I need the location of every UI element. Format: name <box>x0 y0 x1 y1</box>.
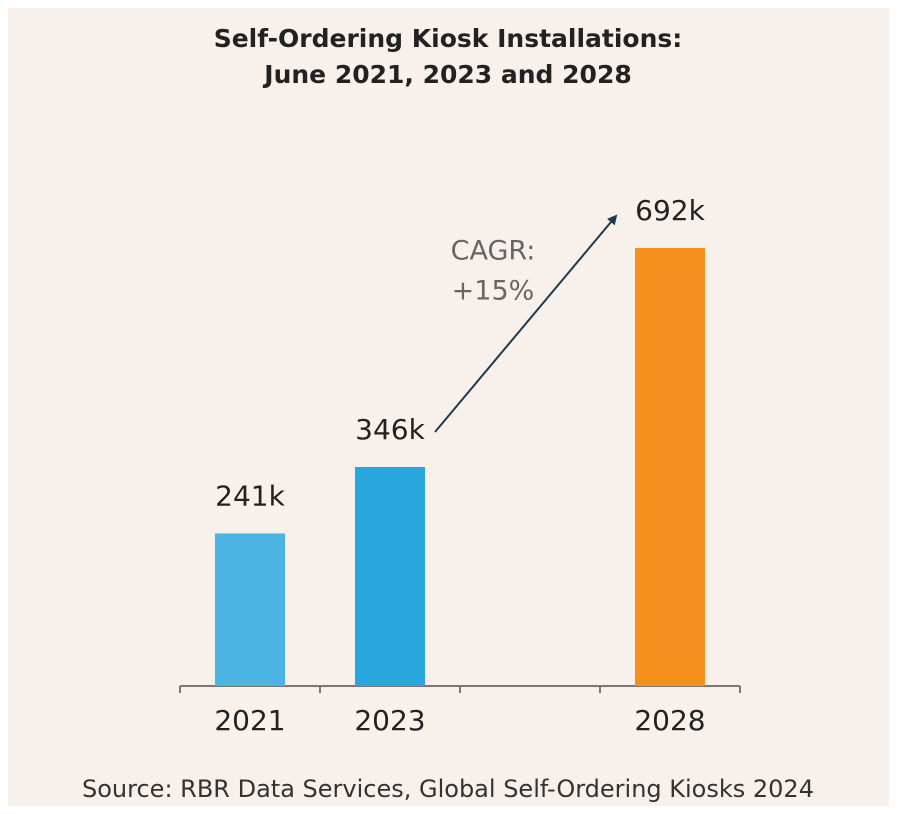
x-tick-label: 2023 <box>354 704 425 737</box>
x-tick-label: 2021 <box>214 704 285 737</box>
x-tick-label: 2028 <box>634 704 705 737</box>
value-label: 241k <box>215 479 285 512</box>
chart-title: June 2021, 2023 and 2028 <box>262 60 631 89</box>
annotation: CAGR: <box>451 236 536 267</box>
cagr-arrow <box>434 214 618 433</box>
bar <box>355 467 425 686</box>
annotation: +15% <box>452 276 535 307</box>
bar <box>215 533 285 686</box>
source: Source: RBR Data Services, Global Self-O… <box>82 775 814 803</box>
value-label: 692k <box>635 194 705 227</box>
value-label: 346k <box>355 413 425 446</box>
chart-title: Self-Ordering Kiosk Installations: <box>214 24 683 53</box>
chart-background <box>8 8 889 806</box>
bar <box>635 248 705 686</box>
